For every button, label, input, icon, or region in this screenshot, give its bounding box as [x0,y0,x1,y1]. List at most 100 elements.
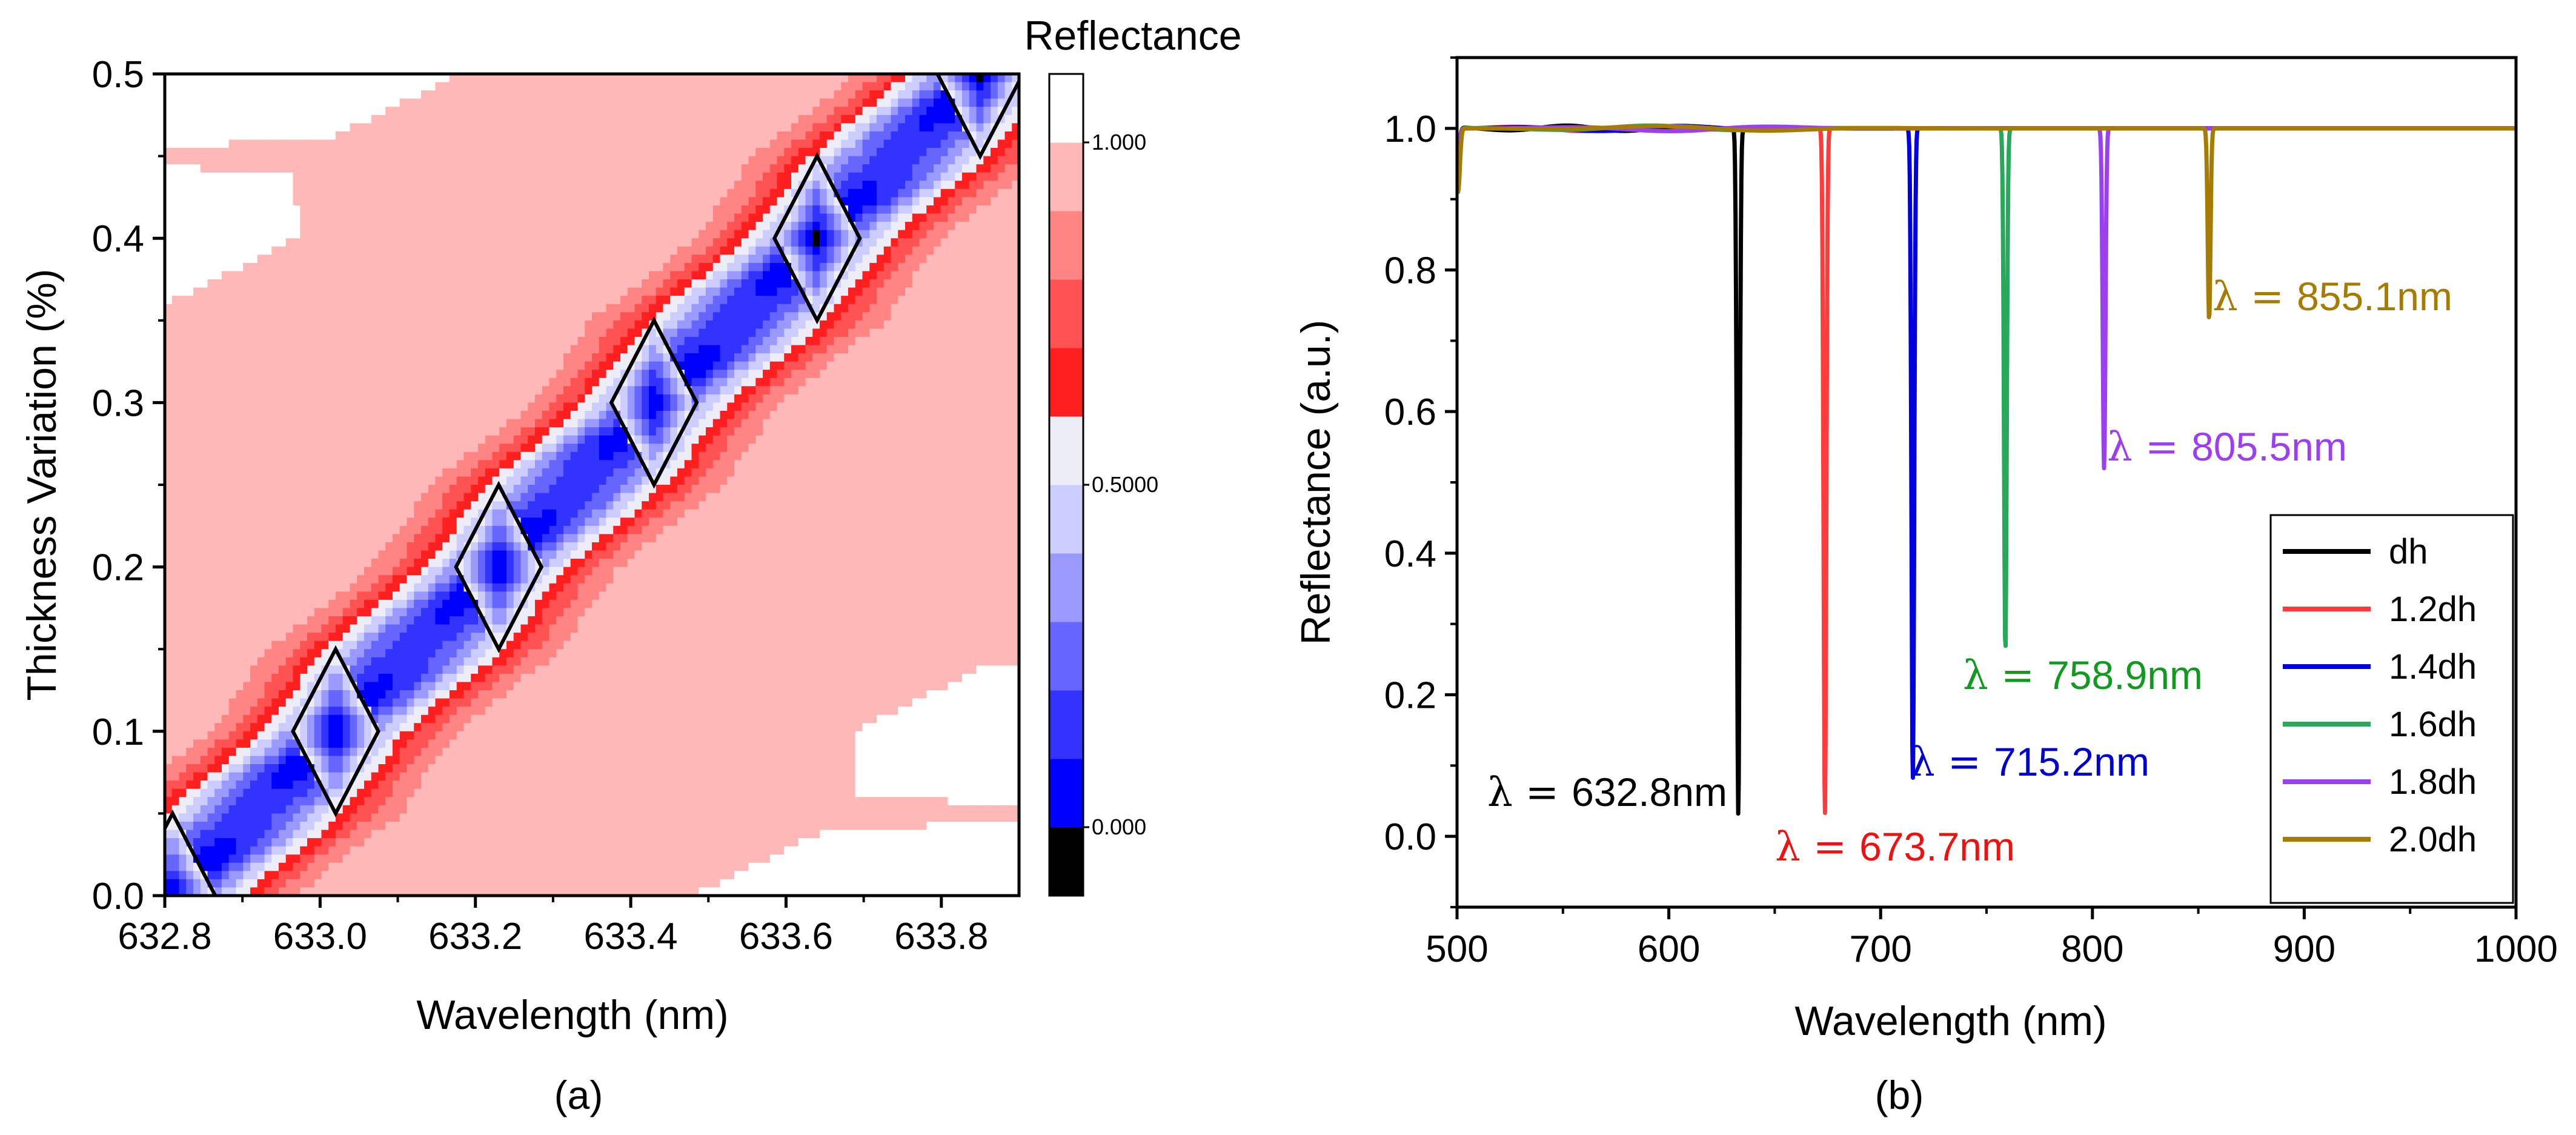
contour-cell [414,271,422,280]
contour-cell [165,673,173,683]
contour-cell [300,255,308,264]
contour-cell [506,107,514,116]
contour-cell [328,633,336,642]
contour-cell [243,583,251,592]
contour-cell [407,764,414,773]
contour-cell [179,871,187,880]
contour-cell [364,74,372,83]
contour-cell [257,583,265,592]
contour-cell [257,451,265,461]
contour-cell [393,707,400,716]
contour-cell [300,633,308,642]
contour-cell [471,781,479,790]
contour-cell [193,353,201,362]
contour-cell [279,501,287,510]
contour-cell [293,649,300,658]
contour-cell [336,353,344,362]
contour-cell [243,230,251,239]
contour-cell [442,649,450,658]
contour-cell [342,518,351,527]
contour-cell [364,797,372,806]
contour-cell [450,871,457,880]
contour-cell [328,156,336,165]
contour-cell [342,304,351,313]
contour-cell [171,575,180,584]
contour-cell [513,673,522,683]
contour-cell [499,394,507,403]
contour-cell [165,262,173,272]
contour-cell [336,336,344,346]
contour-cell [371,698,379,707]
contour-cell [228,419,237,428]
contour-cell [271,402,279,411]
contour-cell [207,805,215,814]
contour-cell [371,287,379,296]
contour-cell [385,271,393,280]
contour-cell [393,312,400,321]
contour-cell [421,238,429,247]
contour-cell [450,714,457,724]
contour-cell [364,370,372,379]
contour-cell [485,534,493,543]
contour-cell [435,616,443,625]
contour-cell [207,854,215,864]
contour-cell [442,328,450,338]
contour-cell [414,444,422,453]
contour-cell [336,435,344,444]
contour-cell [171,320,180,329]
contour-cell [393,255,400,264]
contour-cell [264,262,272,272]
contour-cell [193,255,201,264]
contour-cell [393,493,400,502]
contour-cell [293,107,300,116]
contour-cell [193,476,201,485]
contour-cell [492,370,500,379]
contour-cell [450,222,457,231]
contour-cell [393,444,400,453]
contour-cell [264,320,272,329]
contour-cell [179,591,187,601]
contour-cell [393,723,400,732]
contour-cell [492,747,500,757]
contour-cell [214,616,222,625]
contour-cell [506,608,514,617]
contour-cell [228,797,237,806]
contour-cell [200,509,208,518]
contour-cell [328,444,336,453]
contour-cell [435,690,443,699]
contour-cell [179,435,187,444]
contour-cell [399,608,408,617]
contour-cell [378,468,386,478]
contour-cell [385,846,393,855]
contour-cell [428,255,436,264]
contour-cell [179,304,187,313]
contour-cell [300,370,308,379]
contour-cell [364,410,372,420]
contour-cell [328,107,336,116]
contour-cell [463,673,471,683]
contour-cell [492,131,500,141]
contour-cell [393,107,400,116]
contour-cell [342,476,351,485]
contour-cell [171,862,180,871]
contour-cell [300,213,308,222]
contour-cell [364,493,372,502]
contour-cell [506,279,514,288]
contour-cell [463,230,471,239]
contour-cell [307,781,315,790]
contour-cell [307,460,315,469]
contour-cell [228,731,237,740]
contour-cell [179,673,187,683]
contour-cell [357,591,365,601]
contour-cell [393,123,400,132]
contour-cell [499,879,507,888]
contour-cell [450,476,457,485]
contour-cell [285,599,294,608]
contour-cell [342,542,351,551]
contour-cell [456,172,465,181]
contour-cell [300,468,308,478]
contour-cell [193,246,201,255]
contour-cell [450,673,457,683]
contour-cell [186,131,194,141]
contour-cell [407,271,414,280]
